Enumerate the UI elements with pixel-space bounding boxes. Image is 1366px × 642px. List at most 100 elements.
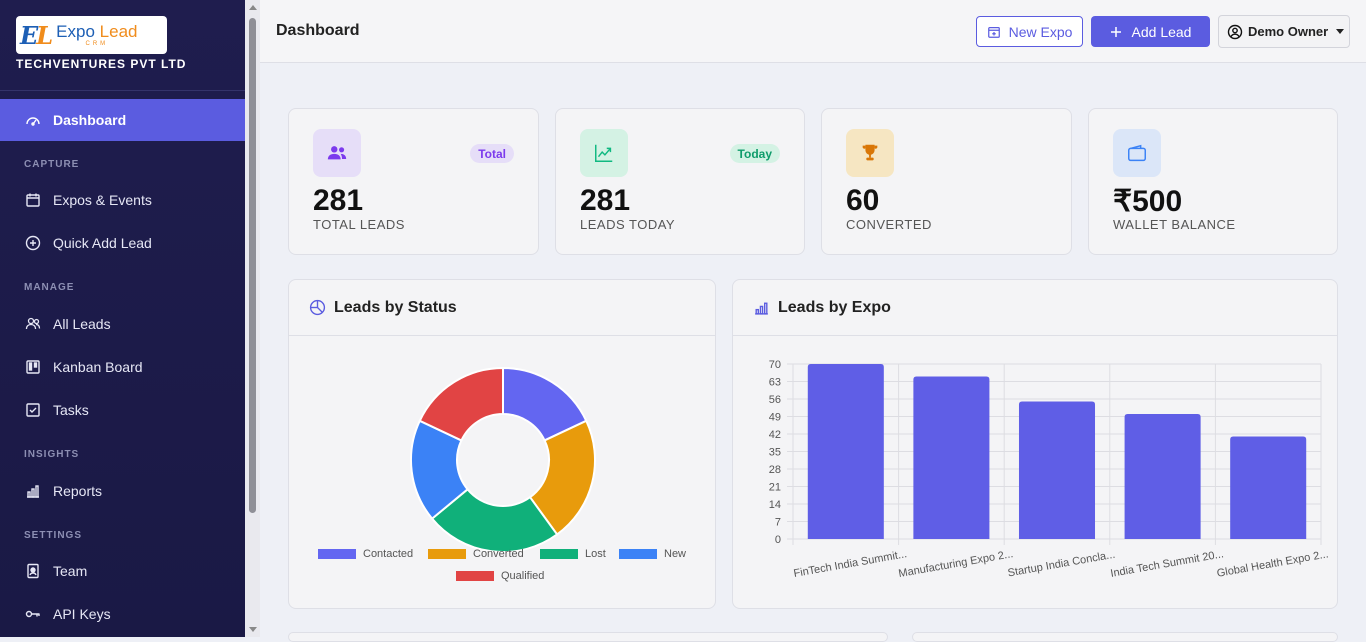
stat-card-converted: 60 CONVERTED	[821, 108, 1072, 255]
panel-title: Leads by Status	[334, 298, 457, 316]
legend-swatch	[428, 549, 466, 559]
x-tick-label: Startup India Concla...	[1007, 549, 1116, 580]
sidebar-item-all-leads[interactable]: All Leads	[0, 303, 245, 345]
page-title: Dashboard	[276, 22, 360, 39]
sidebar-scrollbar[interactable]	[245, 0, 260, 637]
bar-chart-icon	[24, 482, 42, 500]
section-settings: SETTINGS	[24, 530, 83, 541]
sidebar-item-label: Expos & Events	[53, 192, 152, 208]
sidebar-item-api-keys[interactable]: API Keys	[0, 593, 245, 635]
trophy-icon	[846, 129, 894, 177]
add-lead-label: Add Lead	[1131, 23, 1192, 40]
logo-wordmark: Expo Lead CRM	[56, 23, 137, 47]
y-tick-label: 7	[775, 517, 781, 529]
logo-subtitle: CRM	[85, 41, 109, 47]
plus-icon	[1110, 26, 1121, 37]
logo-word-lead: Lead	[99, 22, 138, 41]
stat-card-total-leads: Total 281 TOTAL LEADS	[288, 108, 539, 255]
stat-value: 281	[580, 184, 631, 217]
stat-label: WALLET BALANCE	[1113, 217, 1236, 232]
x-tick-label: India Tech Summit 20...	[1110, 548, 1225, 580]
legend-item[interactable]: Converted	[428, 548, 524, 560]
next-row-card	[288, 632, 888, 642]
logo-mark-l: L	[36, 20, 53, 50]
sidebar-divider	[0, 90, 245, 91]
bar[interactable]	[913, 376, 990, 540]
users-icon	[313, 129, 361, 177]
sidebar-item-label: Kanban Board	[53, 359, 143, 375]
user-circle-icon	[1227, 24, 1243, 39]
sidebar-item-reports[interactable]: Reports	[0, 470, 245, 512]
bar-chart-icon	[753, 299, 770, 316]
legend-item[interactable]: Lost	[540, 548, 606, 560]
sidebar-item-quick-add[interactable]: Quick Add Lead	[0, 222, 245, 264]
sidebar-item-label: API Keys	[53, 606, 111, 622]
status-donut-chart	[410, 366, 596, 553]
add-lead-button[interactable]: Add Lead	[1091, 16, 1210, 47]
user-menu-button[interactable]: Demo Owner	[1218, 15, 1350, 48]
sidebar-item-label: Dashboard	[53, 112, 127, 128]
bar[interactable]	[1018, 401, 1096, 540]
legend-swatch	[318, 549, 356, 559]
leads-by-expo-panel: Leads by Expo 70 63 56 49 42 35 28 21 14 7 0 FinTec…	[732, 279, 1338, 609]
key-icon	[24, 605, 42, 623]
y-tick-label: 28	[769, 464, 781, 476]
stat-value: 60	[846, 184, 880, 217]
plus-circle-icon	[24, 234, 42, 252]
sidebar-item-label: Team	[53, 563, 88, 579]
brand-logo[interactable]: EL Expo Lead CRM	[16, 16, 167, 54]
legend-swatch	[456, 571, 494, 581]
y-tick-label: 14	[769, 499, 781, 511]
sidebar-item-label: All Leads	[53, 316, 111, 332]
y-tick-label: 56	[769, 394, 781, 406]
scroll-up-arrow-icon[interactable]	[249, 5, 257, 10]
legend-item[interactable]: Qualified	[456, 570, 544, 582]
bar[interactable]	[807, 364, 884, 539]
stat-card-leads-today: Today 281 LEADS TODAY	[555, 108, 805, 255]
legend-label: Qualified	[501, 570, 545, 582]
sidebar-item-dashboard[interactable]: Dashboard	[0, 99, 245, 141]
donut-slice-qualified[interactable]	[418, 366, 504, 442]
y-tick-label: 21	[769, 482, 781, 494]
bar[interactable]	[1124, 414, 1201, 539]
panel-header: Leads by Expo	[733, 280, 1337, 336]
sidebar-item-expos[interactable]: Expos & Events	[0, 179, 245, 221]
sidebar: EL Expo Lead CRM TECHVENTURES PVT LTD Da…	[0, 0, 245, 637]
new-expo-button[interactable]: New Expo	[976, 16, 1083, 47]
panel-title: Leads by Expo	[778, 298, 891, 316]
wallet-icon	[1113, 129, 1161, 177]
x-tick-label: Global Health Expo 2...	[1216, 548, 1329, 579]
calendar-icon	[24, 191, 42, 209]
y-tick-label: 42	[769, 429, 781, 441]
donut-slice-lost[interactable]	[430, 487, 559, 553]
kanban-icon	[24, 358, 42, 376]
sidebar-item-kanban[interactable]: Kanban Board	[0, 346, 245, 388]
panel-header: Leads by Status	[289, 280, 715, 336]
bar[interactable]	[1230, 436, 1307, 540]
user-name: Demo Owner	[1248, 24, 1329, 39]
legend-label: New	[664, 548, 687, 560]
total-badge: Total	[470, 144, 514, 163]
scroll-down-arrow-icon[interactable]	[249, 627, 257, 632]
company-name: TECHVENTURES PVT LTD	[16, 57, 187, 71]
sidebar-item-tasks[interactable]: Tasks	[0, 389, 245, 431]
speedometer-icon	[24, 111, 42, 129]
sidebar-item-team[interactable]: Team	[0, 550, 245, 592]
top-bar: Dashboard New Expo Add Lead Demo Owner	[260, 0, 1366, 63]
legend-label: Lost	[585, 548, 606, 560]
legend-label: Contacted	[363, 548, 414, 560]
section-capture: CAPTURE	[24, 159, 80, 170]
calendar-plus-icon	[987, 26, 1000, 38]
x-tick-label: Manufacturing Expo 2...	[898, 548, 1015, 580]
y-tick-label: 35	[769, 447, 781, 459]
legend-item[interactable]: New	[619, 548, 686, 560]
stat-value: 281	[313, 184, 364, 217]
legend-swatch	[540, 549, 578, 559]
next-row-card	[912, 632, 1338, 642]
sidebar-item-label: Quick Add Lead	[53, 235, 152, 251]
legend-item[interactable]: Contacted	[318, 548, 413, 560]
pie-chart-icon	[309, 299, 326, 316]
y-tick-label: 0	[775, 534, 781, 546]
today-badge: Today	[729, 144, 780, 163]
scrollbar-thumb[interactable]	[249, 18, 256, 513]
